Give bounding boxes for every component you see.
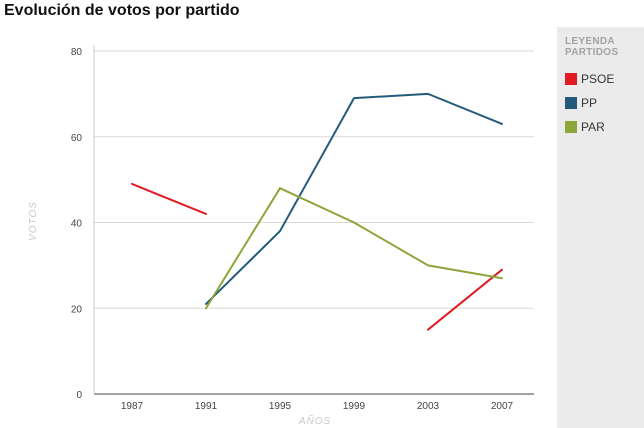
x-tick-label: 1995	[269, 401, 292, 412]
x-tick-label: 2003	[417, 401, 440, 412]
legend-label-par: PAR	[581, 120, 605, 134]
legend-swatch-psoe	[565, 73, 577, 85]
legend-label-psoe: PSOE	[581, 72, 615, 86]
y-tick-label: 40	[71, 219, 83, 230]
x-tick-label: 2007	[491, 401, 514, 412]
legend-swatch-pp	[565, 97, 577, 109]
grid-lines	[94, 50, 534, 309]
series-lines	[131, 92, 503, 331]
legend-title: LEYENDA PARTIDOS	[565, 36, 619, 58]
legend: LEYENDA PARTIDOS PSOE PP PAR	[557, 27, 644, 428]
legend-swatch-par	[565, 121, 577, 133]
chart-title: Evolución de votos por partido	[4, 2, 240, 19]
legend-label-pp: PP	[581, 96, 598, 110]
series-line-psoe	[427, 268, 503, 331]
series-line-par	[205, 187, 503, 310]
y-axis-label: VOTOS	[28, 201, 39, 241]
series-line-psoe	[131, 182, 207, 215]
y-tick-label: 80	[71, 47, 83, 58]
x-tick-label: 1991	[195, 401, 218, 412]
series-line-pp	[205, 92, 503, 305]
x-tick-label: 1987	[121, 401, 144, 412]
y-tick-label: 0	[76, 390, 82, 401]
axes	[93, 45, 534, 395]
y-tick-label: 60	[71, 133, 83, 144]
tick-labels: 0 20 40 60 80 1987 1991 1995 1999 2003 2007	[71, 47, 514, 412]
x-axis-label: AÑOS	[298, 414, 331, 427]
y-tick-label: 20	[71, 304, 83, 315]
x-tick-label: 1999	[343, 401, 366, 412]
